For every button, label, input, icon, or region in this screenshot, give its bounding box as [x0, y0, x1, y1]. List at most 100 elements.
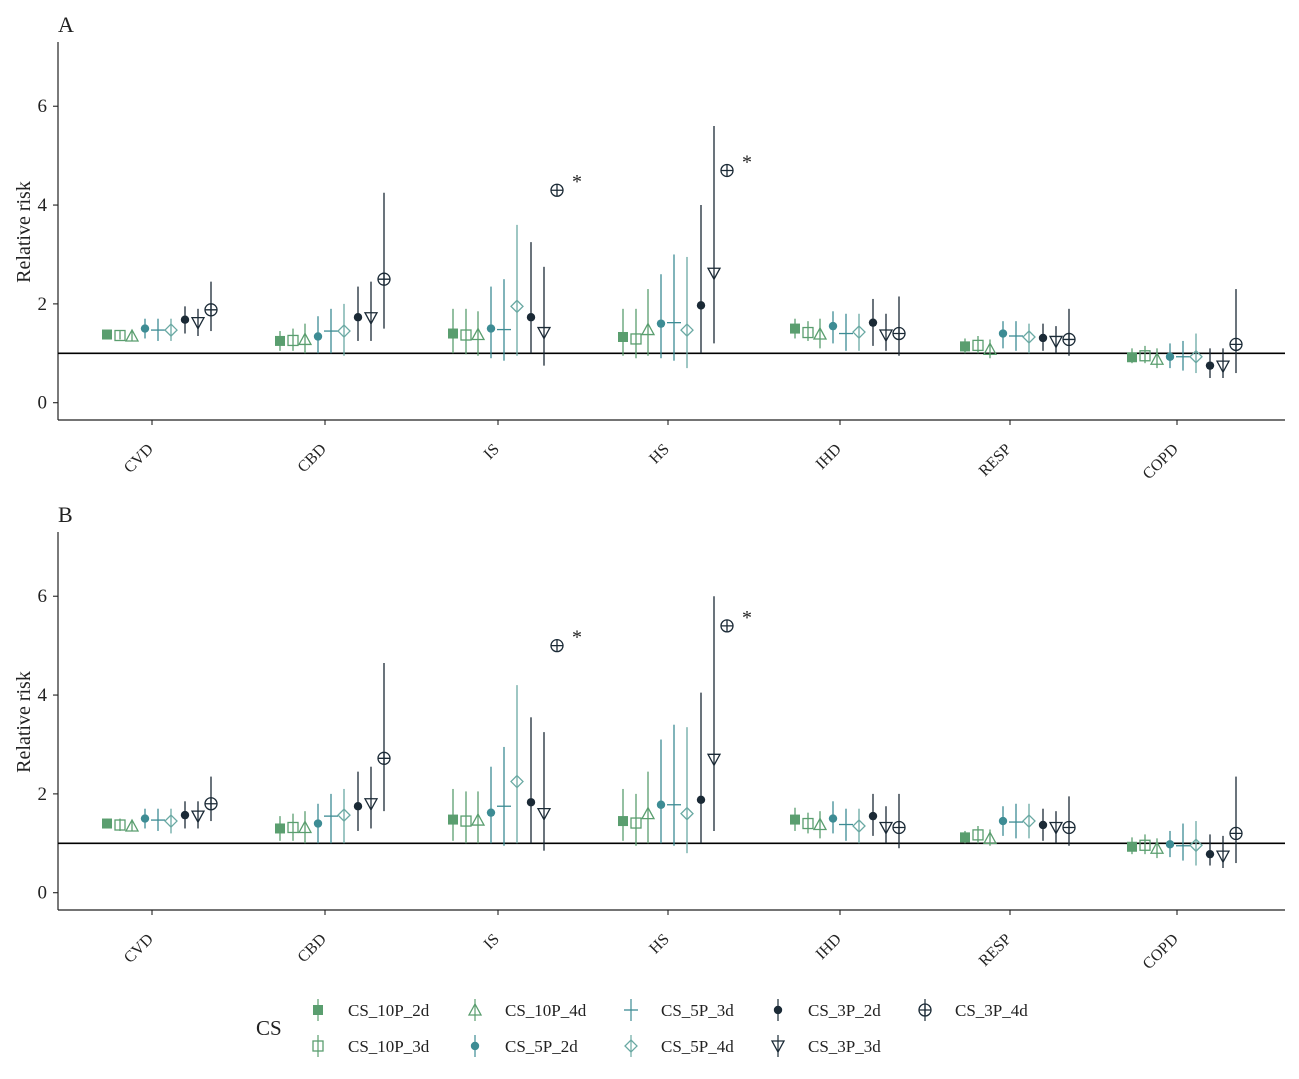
panel-b-letter: B — [58, 502, 73, 527]
panel-b-point-cs_5p_3d-hs — [667, 724, 681, 846]
panel-b-marker — [1215, 850, 1231, 864]
panel-a-significance-star: * — [572, 171, 582, 193]
panel-a-marker — [377, 272, 391, 286]
legend-label: CS_3P_2d — [808, 1001, 881, 1020]
panel-a-point-cs_5p_2d-ihd — [828, 311, 838, 344]
panel-a-marker — [706, 267, 722, 281]
panel-a-xtick-label-hs: HS — [646, 441, 672, 467]
panel-b-point-cs_3p_2d-hs — [696, 692, 706, 844]
panel-a-point-cs_5p_3d-cvd — [151, 318, 165, 341]
panel-a-point-cs_5p_4d-hs — [680, 256, 694, 369]
panel-a-marker — [1139, 350, 1151, 362]
panel-a-point-cs_3p_3d-hs — [706, 126, 722, 344]
panel-b-point-cs_5p_3d-ihd — [839, 808, 853, 841]
legend: CS CS_10P_2d CS_10P_4d CS_5P_3d CS_3P_2d CS_… — [256, 999, 1028, 1057]
panel-b-point-cs_3p_2d-is — [526, 717, 536, 844]
panel-b-xtick-label-copd: COPD — [1140, 931, 1182, 973]
panel-a-point-cs_10p_2d-is — [448, 308, 458, 354]
legend-item-cs_10p_4d: CS_10P_4d — [467, 999, 587, 1021]
panel-b-point-cs_10p_3d-is — [460, 791, 472, 844]
panel-b-point-cs_10p_3d-cvd — [114, 818, 126, 831]
panel-a-point-cs_10p_2d-resp — [960, 338, 970, 354]
legend-item-cs_10p_2d: CS_10P_2d — [313, 999, 430, 1021]
panel-a-point-cs_3p_3d-resp — [1048, 326, 1064, 354]
panel-b-xtick-label-resp: RESP — [976, 931, 1015, 970]
panel-a-point-cs_3p_3d-ihd — [878, 313, 894, 351]
panel-b-xtick-label-ihd: IHD — [813, 931, 845, 963]
panel-b-point-cs_5p_3d-is — [497, 746, 511, 846]
panel-a-point-cs_10p_4d-hs — [640, 289, 656, 356]
legend-label: CS_10P_4d — [505, 1001, 587, 1020]
panel-a-marker — [1127, 352, 1137, 363]
panel-b-point-cs_5p_2d-cvd — [140, 808, 150, 829]
panel-b-point-cs_5p_2d-ihd — [828, 801, 838, 834]
panel-a-marker — [337, 324, 351, 338]
panel-a-marker — [696, 301, 706, 310]
panel-a-point-cs_3p_2d-cvd — [180, 306, 190, 334]
panel-a-marker — [190, 317, 206, 331]
panel-b-marker — [448, 814, 458, 825]
panel-b-point-cs_10p_4d-hs — [640, 771, 656, 844]
panel-a-marker — [460, 329, 472, 341]
legend-item-cs_5p_2d: CS_5P_2d — [470, 1035, 578, 1057]
panel-b-ytick-label: 2 — [38, 784, 48, 805]
panel-b-point-cs_3p_4d-ihd — [892, 793, 906, 849]
panel-b-marker — [1139, 839, 1151, 851]
panel-b-point-cs_3p_3d-hs — [706, 596, 722, 831]
legend-item-cs_5p_3d: CS_5P_3d — [624, 999, 734, 1021]
panel-b-point-cs_10p_4d-cbd — [297, 811, 313, 844]
panel-a-marker — [1229, 337, 1243, 352]
panel-b-marker — [868, 811, 878, 821]
panel-b-marker — [536, 807, 552, 822]
panel-a-marker — [275, 335, 285, 346]
legend-key-marker — [313, 1005, 323, 1015]
panel-b-point-cs_5p_4d-ihd — [852, 808, 866, 844]
panel-b-xtick-label-cvd: CVD — [121, 931, 157, 967]
panel-b-marker — [287, 821, 299, 834]
panel-a-marker — [802, 326, 814, 339]
panel-b-marker — [377, 751, 391, 765]
panel-a-marker — [550, 183, 564, 197]
panel-a-ytick-label: 0 — [38, 393, 48, 414]
panel-a-marker — [114, 329, 126, 342]
panel-a-axes: 0 2 4 6 CVD CBD IS HS IHD RESP COPD — [38, 42, 1285, 483]
legend-label: CS_5P_3d — [661, 1001, 734, 1020]
panel-b-marker — [363, 798, 379, 812]
panel-b-point-cs_5p_2d-copd — [1165, 830, 1175, 858]
legend-label: CS_10P_2d — [348, 1001, 430, 1020]
panel-b-marker — [618, 816, 628, 827]
panel-b-point-cs_10p_3d-resp — [972, 826, 984, 844]
panel-b-ytick-label: 0 — [38, 883, 48, 904]
panel-b-point-cs_5p_2d-resp — [998, 806, 1008, 836]
panel-a-marker — [1165, 352, 1175, 361]
panel-b-marker — [998, 816, 1008, 826]
panel-a-point-cs_10p_2d-cbd — [275, 331, 285, 351]
panel-a-marker — [1022, 330, 1036, 344]
panel-b-xtick-label-is: IS — [481, 931, 503, 953]
panel-b-marker — [1022, 814, 1036, 828]
panel-b-point-cs_10p_4d-cvd — [124, 818, 140, 832]
panel-a-marker — [313, 332, 323, 341]
panel-b-point-cs_5p_3d-cvd — [151, 808, 165, 831]
panel-b-marker — [720, 619, 734, 633]
panel-b-marker — [1189, 838, 1203, 853]
panel-a-point-cs_5p_2d-cbd — [313, 316, 323, 354]
panel-a-marker — [960, 341, 970, 352]
panel-a-ytick-label: 4 — [38, 195, 48, 216]
panel-a-point-cs_10p_2d-cvd — [102, 329, 112, 340]
panel-a-point-cs_3p_3d-cbd — [363, 281, 379, 341]
panel-b-marker — [790, 814, 800, 825]
legend-key-marker — [467, 1002, 483, 1016]
panel-b: B Relative risk 0 2 4 6 CVD CBD IS HS IHD RESP COP… — [13, 502, 1285, 973]
panel-a-point-cs_3p_2d-copd — [1205, 348, 1215, 378]
panel-b-marker — [960, 832, 970, 843]
panel-a-point-cs_5p_3d-cbd — [324, 308, 338, 354]
panel-b-significance-star: * — [742, 607, 752, 629]
panel-b-point-cs_3p_2d-cvd — [180, 801, 190, 829]
panel-b-point-cs_10p_4d-ihd — [812, 811, 828, 839]
panel-a-point-cs_5p_2d-copd — [1165, 343, 1175, 369]
panel-a-point-cs_3p_4d-hs — [720, 163, 734, 178]
panel-a-point-cs_10p_4d-cvd — [124, 328, 140, 342]
panel-b-point-cs_5p_3d-resp — [1009, 803, 1023, 839]
